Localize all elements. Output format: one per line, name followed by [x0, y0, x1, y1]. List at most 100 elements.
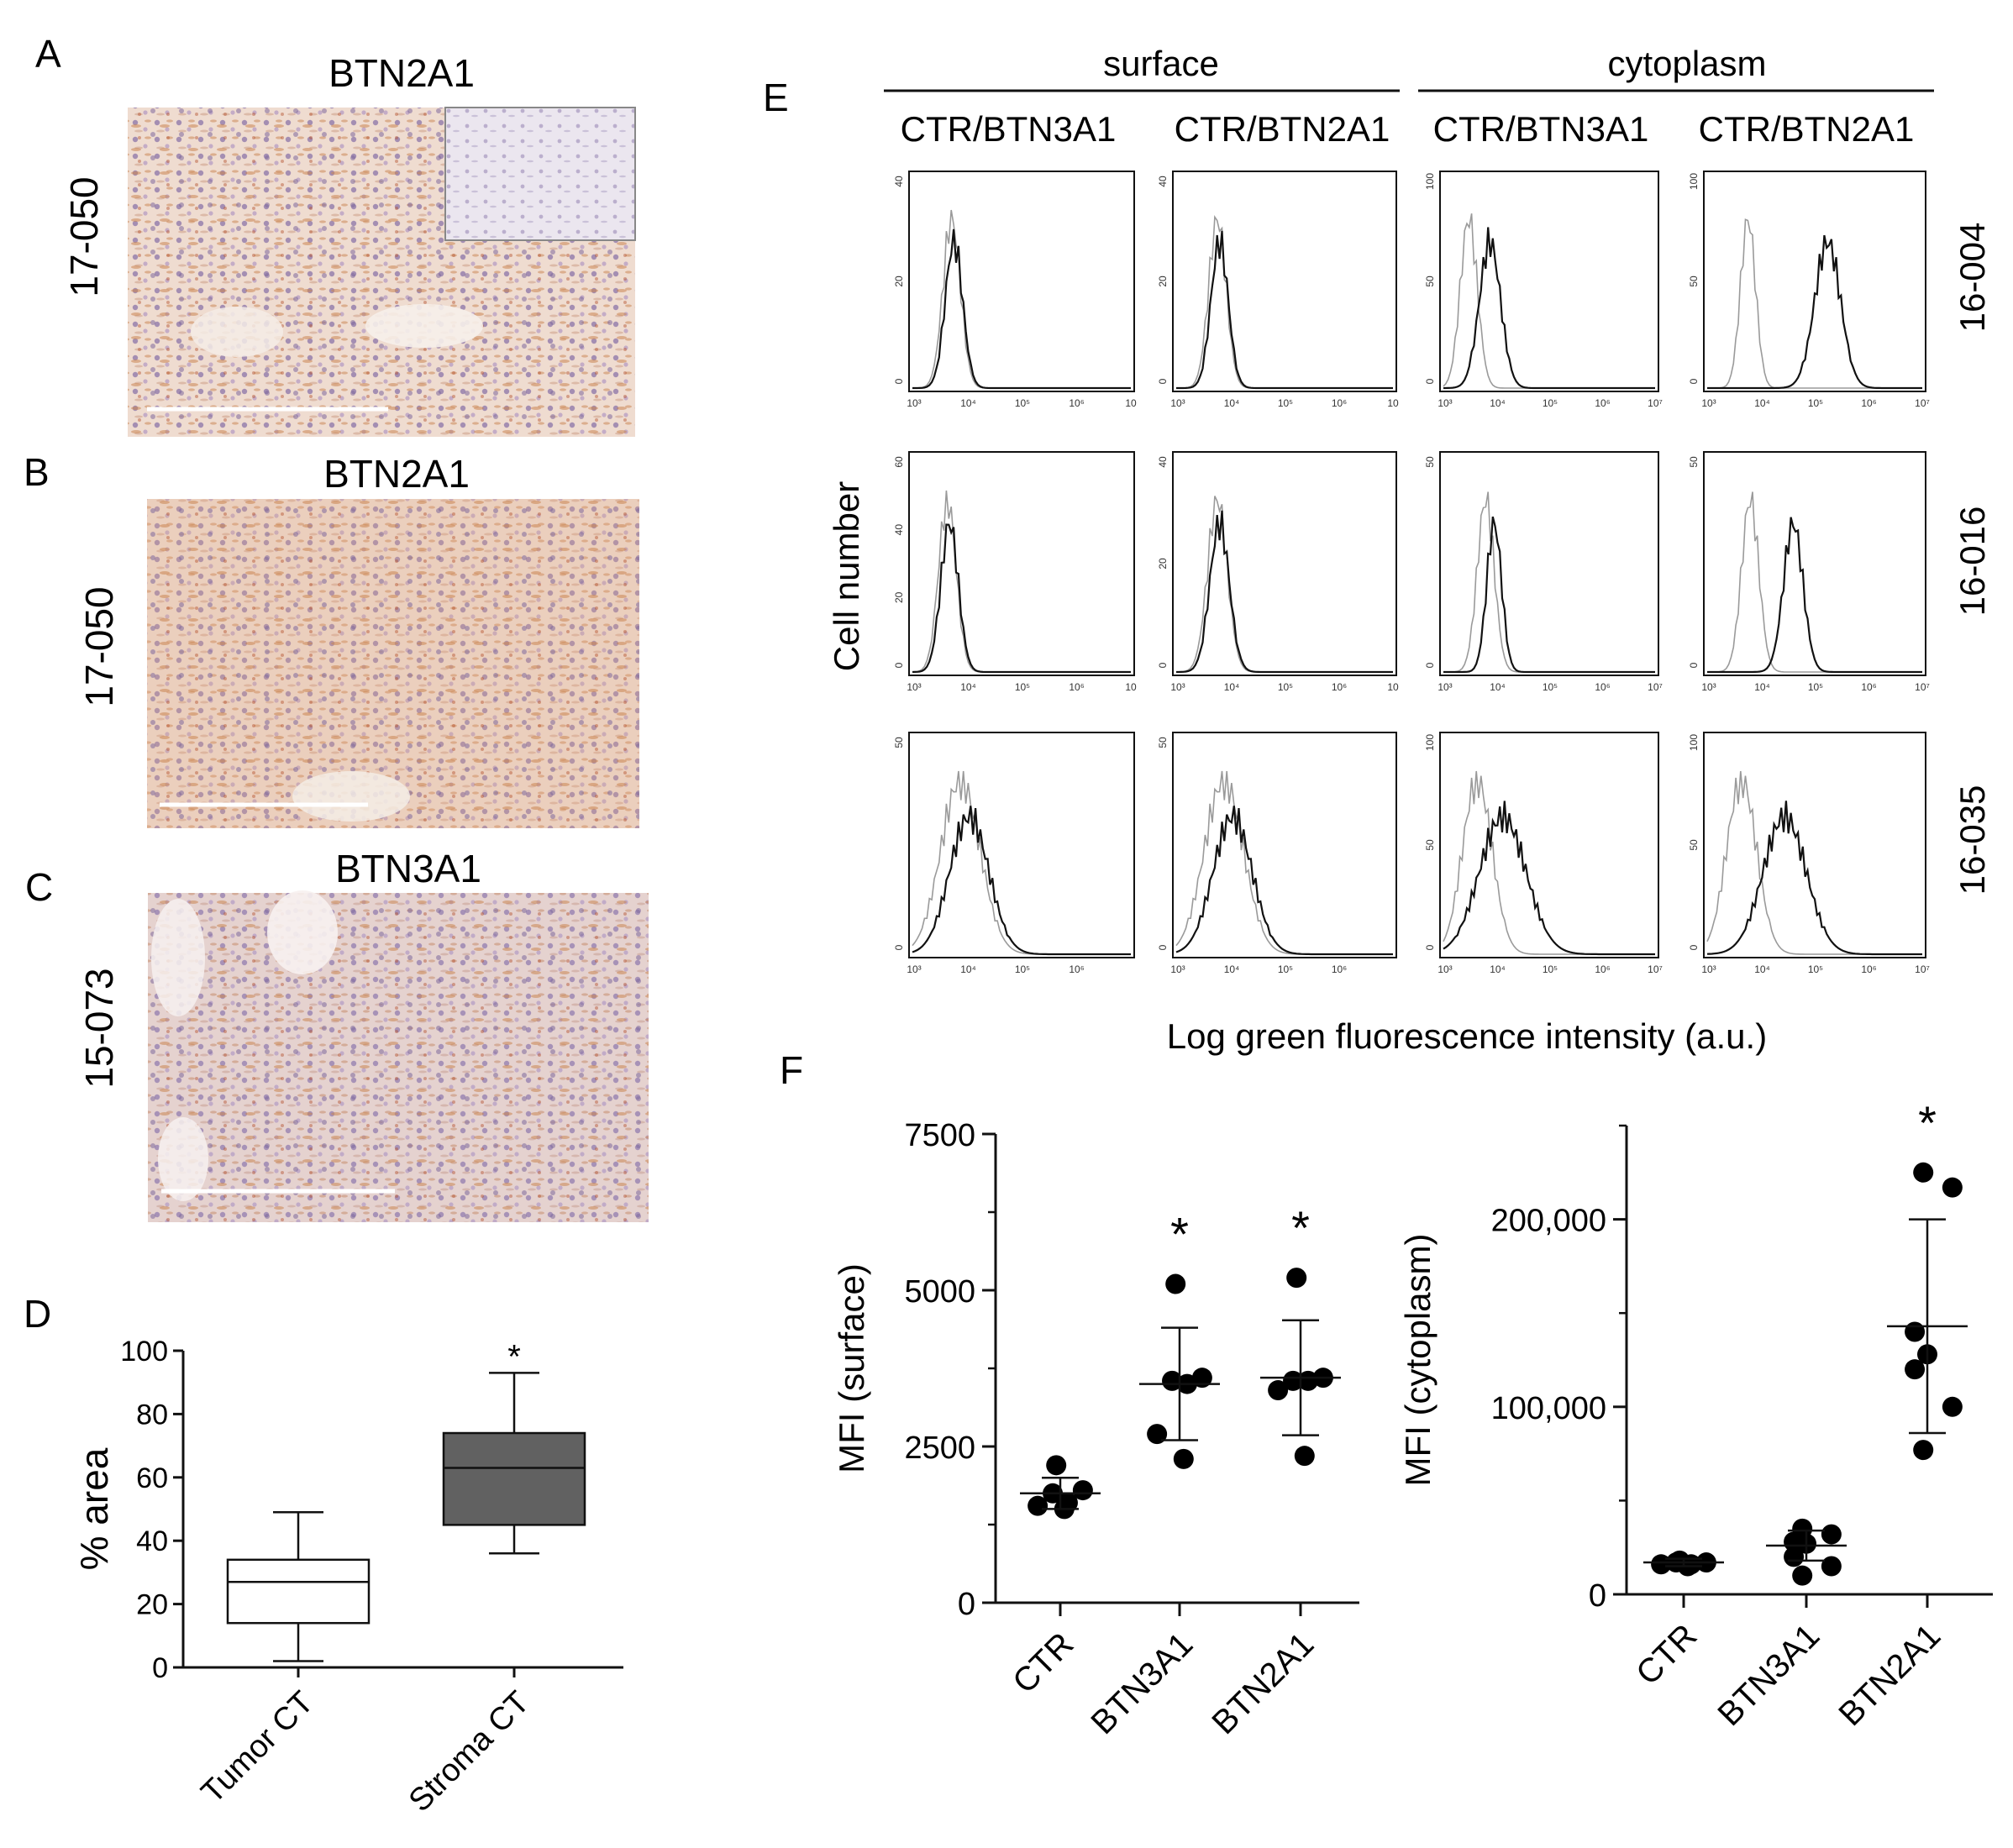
histogram-x-tick-label: 10³ — [907, 963, 921, 975]
histogram-curve-sample — [912, 228, 1131, 390]
panel-b-title: BTN2A1 — [323, 452, 470, 496]
panel-letter-d: D — [24, 1292, 51, 1336]
data-point — [1913, 1162, 1934, 1183]
y-tick-label: 0 — [958, 1587, 975, 1622]
data-point — [1283, 1370, 1304, 1391]
histogram-x-tick-label: 10⁴ — [1754, 397, 1770, 409]
histogram-x-tick-label: 10⁵ — [1808, 397, 1823, 409]
x-tick-label: Stroma CT — [402, 1685, 537, 1819]
histogram-x-tick-label: 10³ — [1170, 397, 1185, 409]
histogram-y-tick-label: 100 — [1688, 173, 1700, 190]
histogram-x-tick-label: 10³ — [1170, 681, 1185, 693]
panel-letter-b: B — [24, 450, 50, 494]
histogram-x-tick-label: 10³ — [1170, 963, 1185, 975]
histogram-y-tick-label: 0 — [893, 944, 905, 950]
panel-letter-f: F — [780, 1048, 803, 1092]
histogram-y-tick-label: 0 — [1157, 944, 1169, 950]
histogram-x-tick-label: 10⁴ — [1490, 963, 1506, 975]
histogram-x-tick-label: 10⁵ — [1015, 963, 1030, 975]
y-tick-label: 60 — [136, 1462, 168, 1494]
histogram-y-tick-label: 0 — [1424, 944, 1436, 950]
histogram-frame — [1703, 451, 1926, 676]
histogram-y-tick-label: 20 — [893, 591, 905, 603]
histogram-x-tick-label: 10⁷ — [1648, 963, 1663, 975]
histogram-x-tick-label: 10⁶ — [1861, 397, 1876, 409]
histogram-x-tick-label: 10³ — [1437, 681, 1452, 693]
histogram-curve-sample — [912, 523, 1131, 674]
histogram-x-tick-label: 10⁴ — [1224, 963, 1240, 975]
histogram-curve-sample — [1707, 234, 1922, 390]
histogram-frame — [1703, 732, 1926, 958]
histogram-x-tick-label: 10⁵ — [1278, 681, 1293, 693]
histogram-frame — [908, 171, 1135, 392]
y-tick-label: 100,000 — [1491, 1391, 1606, 1426]
data-point — [1191, 1368, 1212, 1389]
significance-star: * — [1170, 1208, 1189, 1261]
data-point — [1028, 1495, 1049, 1516]
histogram-x-tick-label: 10⁵ — [1543, 963, 1558, 975]
histogram-frame — [1703, 171, 1926, 392]
histogram-x-tick-label: 10⁴ — [1754, 963, 1770, 975]
y-axis-label-cell-number: Cell number — [827, 481, 866, 671]
panel-c: C BTN3A1 15-073 — [25, 847, 649, 1222]
data-point — [1651, 1554, 1672, 1575]
histogram-x-tick-label: 10⁵ — [1015, 397, 1030, 409]
histogram-frame — [1439, 732, 1659, 958]
panel-d: D 0 20 40 60 80 100 % area Tumor CT Stroma CT * — [24, 1292, 623, 1819]
histogram-x-tick-label: 10⁴ — [1224, 397, 1240, 409]
histogram-y-tick-label: 100 — [1424, 734, 1436, 751]
histogram-x-tick-label: 10⁴ — [960, 963, 976, 975]
histogram-x-tick-label: 10⁶ — [1595, 963, 1610, 975]
histogram-x-tick-label: 10⁶ — [1069, 397, 1084, 409]
histogram-y-tick-label: 100 — [1688, 734, 1700, 751]
y-tick-label: 0 — [1589, 1578, 1606, 1614]
histogram-x-tick-label: 10⁵ — [1808, 681, 1823, 693]
histogram-x-tick-label: 10³ — [1437, 397, 1452, 409]
panel-b: B BTN2A1 17-050 — [24, 450, 639, 828]
ihc-image-c — [148, 890, 649, 1222]
column-label-1: CTR/BTN3A1 — [901, 109, 1117, 149]
histogram-x-tick-label: 10³ — [907, 397, 921, 409]
histogram-r2-c3: 50 0 10³ 10⁴ 10⁵ 10⁶ 10⁷ — [1424, 451, 1663, 693]
histogram-x-tick-label: 10 — [1125, 681, 1137, 693]
histogram-x-tick-label: 10⁶ — [1069, 963, 1084, 975]
box-stroma-ct — [442, 1431, 586, 1526]
panel-letter-a: A — [35, 32, 61, 76]
histogram-y-tick-label: 0 — [1157, 378, 1169, 384]
x-tick-label: BTN3A1 — [1084, 1625, 1200, 1741]
data-point — [1046, 1455, 1067, 1476]
histogram-r2-c1: 60 40 20 0 10³ 10⁴ 10⁵ 10⁶ 10 — [893, 451, 1137, 693]
histogram-y-tick-label: 50 — [1424, 456, 1436, 468]
panel-letter-e: E — [763, 76, 789, 119]
histogram-frame — [908, 732, 1135, 958]
histogram-curve-sample — [1443, 801, 1655, 956]
data-point — [1821, 1524, 1842, 1545]
data-point — [1072, 1480, 1093, 1501]
x-tick-label: CTR — [1629, 1617, 1704, 1692]
histogram-x-tick-label: 10⁷ — [1648, 681, 1663, 693]
histogram-curve-sample — [1443, 227, 1655, 390]
panel-a-title: BTN2A1 — [328, 51, 475, 95]
histogram-y-tick-label: 50 — [1424, 276, 1436, 287]
data-point — [1784, 1546, 1805, 1567]
histogram-x-tick-label: 10⁵ — [1543, 681, 1558, 693]
histogram-y-tick-label: 40 — [1157, 456, 1169, 468]
histogram-y-tick-label: 50 — [1424, 839, 1436, 851]
panel-e: E surface cytoplasm CTR/BTN3A1 CTR/BTN2A… — [763, 44, 1992, 1056]
histogram-x-tick-label: 10⁶ — [1595, 681, 1610, 693]
histogram-r1-c2: 40 20 0 10³ 10⁴ 10⁵ 10⁶ 10 — [1157, 171, 1399, 409]
histogram-x-tick-label: 10⁶ — [1595, 397, 1610, 409]
histogram-y-tick-label: 0 — [1688, 944, 1700, 950]
data-point — [1147, 1424, 1168, 1445]
histogram-x-tick-label: 10⁶ — [1861, 681, 1876, 693]
row-label-16-016: 16-016 — [1953, 507, 1992, 617]
data-point — [1297, 1370, 1318, 1391]
significance-star: * — [507, 1338, 521, 1375]
histogram-x-tick-label: 10⁵ — [1808, 963, 1823, 975]
panel-c-sample-label: 15-073 — [77, 968, 121, 1088]
histogram-x-tick-label: 10³ — [1701, 397, 1716, 409]
panel-a-sample-label: 17-050 — [62, 176, 106, 297]
histogram-y-tick-label: 0 — [1688, 662, 1700, 668]
histogram-y-tick-label: 50 — [1688, 839, 1700, 851]
